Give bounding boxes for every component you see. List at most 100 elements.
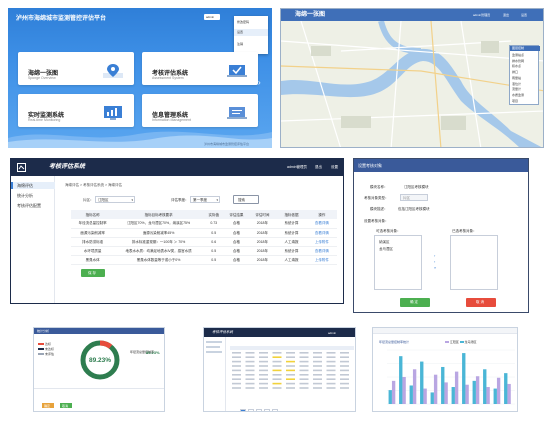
layer-item[interactable]: 排口: [512, 70, 519, 75]
page-button[interactable]: 5: [272, 409, 278, 411]
transfer-arrows-icon[interactable]: › ‹»: [434, 253, 437, 270]
portal-footer: 泸州市海绵城市监测管控评估平台: [204, 142, 250, 146]
config-cell: [286, 369, 295, 372]
ok-label: 确 定: [410, 300, 418, 304]
target-type-select[interactable]: 片区: [400, 194, 428, 201]
confirm-button[interactable]: 确定: [42, 403, 54, 408]
config-cell: [259, 356, 268, 358]
page-button[interactable]: 2: [248, 409, 254, 411]
row-action-link[interactable]: 查看详情: [306, 228, 337, 238]
tile-title: 考核评估系统: [152, 71, 189, 77]
table-cell: 黑臭水体: [71, 255, 115, 265]
layer-panel: 图层控制 监测站点 排水管网 积水点 排口 雨量站 液位计 流量计 水质监测 项目: [509, 45, 540, 105]
table-cell: 2018年: [248, 255, 277, 265]
target-type-label: 考核对象类型：: [364, 196, 389, 200]
config-cell: [286, 365, 295, 367]
district-select[interactable]: 江阳区 ▾: [95, 196, 135, 203]
column-header: 指标名称: [71, 210, 115, 219]
config-cell: [245, 369, 255, 372]
cancel-button-small[interactable]: 取消: [60, 403, 72, 408]
save-button[interactable]: 保 存: [81, 269, 105, 277]
map-title: 海绵一张图: [295, 12, 326, 18]
dropdown-item-settings[interactable]: 设置: [237, 30, 244, 34]
available-list[interactable]: 纳溪区 龙马潭区: [374, 235, 422, 290]
bar: [504, 373, 508, 404]
sidebar-item-evaluation[interactable]: 海绵评估: [17, 183, 33, 188]
layer-item[interactable]: 积水点: [512, 64, 522, 69]
layer-item[interactable]: 流量计: [512, 87, 522, 92]
layer-item[interactable]: 雨量站: [512, 75, 522, 80]
module-desc-label: 模块描述：: [370, 207, 388, 211]
row-action-link[interactable]: 上传附件: [306, 237, 337, 247]
page-button[interactable]: 1: [240, 409, 246, 411]
table-cell: 2018年: [248, 228, 277, 238]
config-cell: [259, 382, 268, 385]
dropdown-item-password[interactable]: 修改密码: [237, 20, 250, 24]
dropdown-item-logout[interactable]: 注销: [237, 42, 244, 46]
table-cell: 面源污染削减率45%: [114, 228, 203, 238]
bar: [412, 369, 417, 404]
map-logout-button[interactable]: 退出: [503, 13, 510, 17]
config-cell: [272, 365, 282, 367]
table-row: 黑臭水体 黑臭水体数量等于或小于0% 0.5 合格 2018年 人工填报 上传附件: [71, 255, 337, 265]
search-button[interactable]: 搜索: [233, 195, 259, 204]
config-cell: [299, 369, 309, 372]
breadcrumb-item[interactable]: 考核评估系统: [83, 183, 104, 187]
config-cell: [299, 378, 309, 380]
quarter-select[interactable]: 第一季度 ▾: [190, 196, 220, 203]
config-cell: [259, 374, 268, 376]
available-item[interactable]: 纳溪区: [379, 240, 390, 244]
layer-item[interactable]: 排水管网: [512, 58, 525, 63]
sidebar-item-config[interactable]: 考核评估配置: [17, 203, 41, 208]
config-cell: [232, 365, 241, 367]
config-cell: [299, 387, 309, 389]
config-cell: [286, 352, 295, 354]
breadcrumb-item[interactable]: 海绵评估: [65, 183, 79, 187]
layer-item[interactable]: 水质监测: [512, 92, 525, 97]
config-cell: [232, 387, 241, 389]
row-action-link[interactable]: 上传附件: [306, 255, 337, 265]
tile-title: 信息管理系统: [152, 113, 189, 119]
assess-settings-button[interactable]: 设置: [331, 165, 338, 169]
chevron-right-icon[interactable]: ›: [258, 78, 261, 87]
table-cell: 2018年: [248, 237, 277, 247]
tile-sponge-map[interactable]: 海绵一张图 Sponge Overview: [18, 52, 134, 85]
city-map[interactable]: [281, 21, 544, 148]
bar: [462, 353, 466, 404]
config-cell: [299, 352, 309, 354]
sidebar-item-statistics[interactable]: 统计分析: [17, 193, 33, 198]
module-desc-value: 包括江阳区考核模块: [398, 207, 430, 211]
config-cell: [286, 382, 295, 385]
cancel-button[interactable]: 取 消: [466, 298, 496, 307]
assess-logout-button[interactable]: 退出: [315, 165, 322, 169]
layer-item[interactable]: 项目: [512, 98, 519, 103]
page-button[interactable]: 4: [264, 409, 270, 411]
config-cell: [326, 369, 336, 372]
module-name-label: 模块名称：: [370, 185, 388, 189]
donut-chart: 89.23%: [80, 340, 120, 380]
bar: [472, 380, 476, 404]
tile-monitoring[interactable]: 实时监测系统 Real-time Monitoring: [18, 94, 134, 127]
config-cell: [245, 352, 255, 354]
map-settings-button[interactable]: 设置: [521, 13, 528, 17]
tile-assessment[interactable]: 考核评估系统 Assessment System: [142, 52, 258, 85]
portal-header: 泸州市海绵城市监测管控评估平台 admin: [8, 8, 272, 30]
bar: [454, 371, 459, 404]
layer-item[interactable]: 液位计: [512, 81, 522, 86]
tile-info-management[interactable]: 信息管理系统 Information Management: [142, 94, 258, 127]
config-cell: [259, 352, 268, 354]
row-action-link[interactable]: 查看详情: [306, 219, 337, 229]
config-cell: [259, 365, 268, 367]
available-item[interactable]: 龙马潭区: [379, 247, 393, 251]
row-action-link[interactable]: 查看详情: [306, 246, 337, 256]
page-button[interactable]: 3: [256, 409, 262, 411]
layer-item[interactable]: 监测站点: [512, 53, 525, 57]
user-menu-button[interactable]: admin: [204, 14, 220, 20]
target-type-value: 片区: [403, 196, 410, 200]
config-table: [230, 346, 354, 389]
selected-list[interactable]: [450, 235, 498, 290]
bar: [399, 356, 403, 404]
config-cell: [245, 374, 255, 376]
layer-panel-title: 图层控制: [510, 46, 540, 51]
ok-button[interactable]: 确 定: [400, 298, 430, 307]
